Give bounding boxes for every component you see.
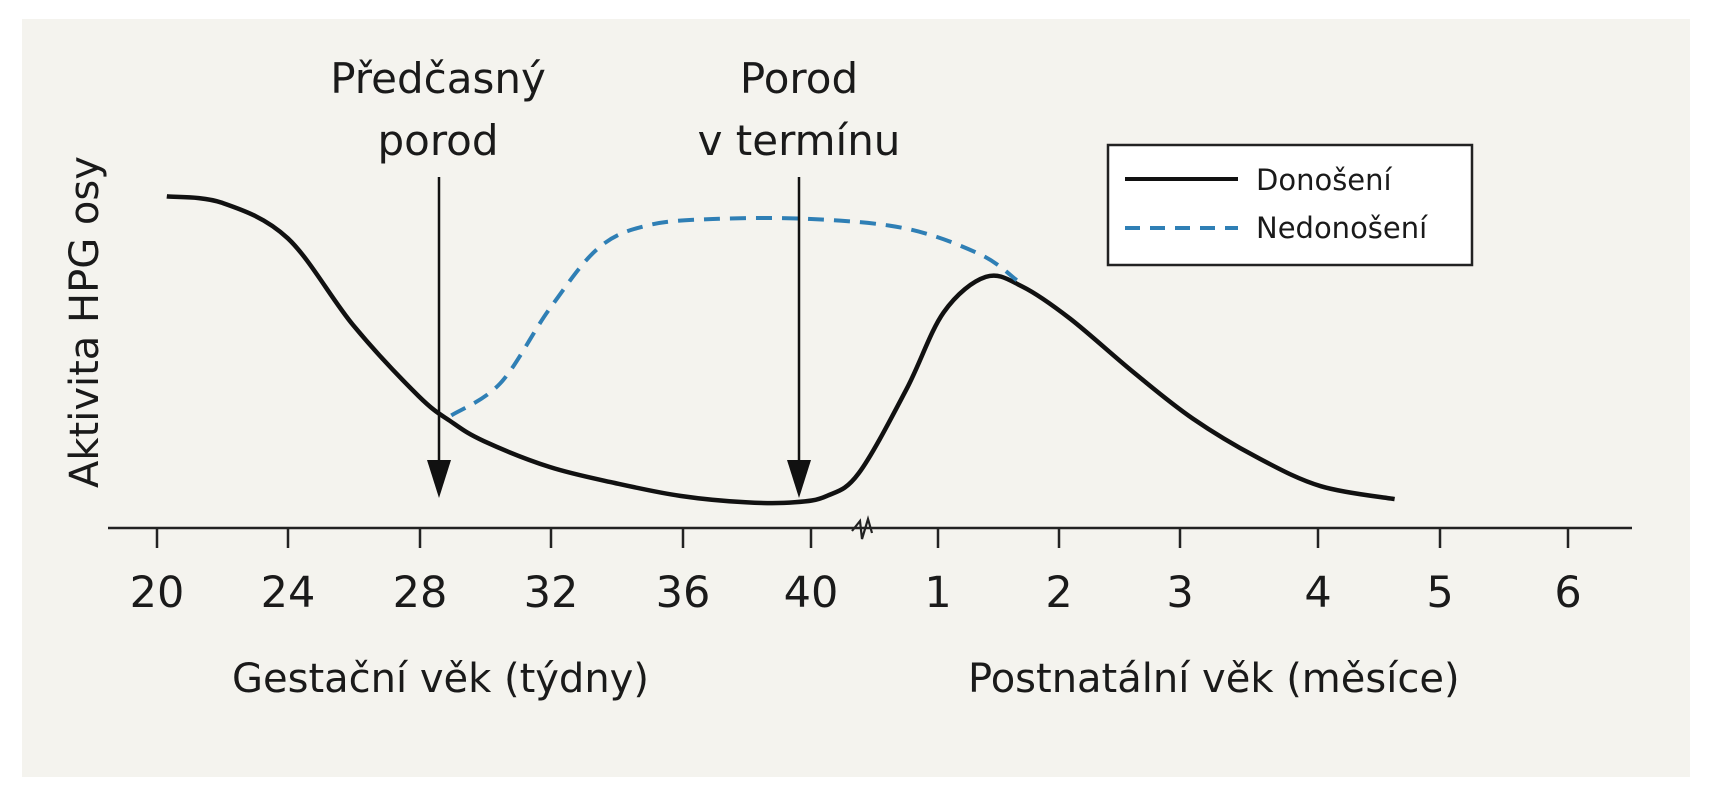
annotation-term-line-2: v termínu bbox=[698, 116, 901, 165]
x-tick-label: 4 bbox=[1304, 568, 1331, 618]
y-axis-title: Aktivita HPG osy bbox=[62, 156, 108, 488]
x-axis-break bbox=[848, 515, 880, 540]
x-axis-ticks: 20 24 28 32 36 40 1 2 3 4 5 6 bbox=[130, 528, 1582, 618]
x-axis-title-gestational: Gestační věk (týdny) bbox=[232, 656, 649, 702]
x-tick-label: 32 bbox=[524, 568, 579, 618]
x-tick-label: 5 bbox=[1426, 568, 1453, 618]
annotation-preterm-line-1: Předčasný bbox=[330, 54, 546, 103]
x-tick-label: 36 bbox=[656, 568, 711, 618]
legend-label-donoseni: Donošení bbox=[1256, 163, 1393, 197]
x-tick-label: 1 bbox=[924, 568, 951, 618]
annotation-term: Porod v termínu bbox=[698, 54, 901, 498]
x-tick-label: 2 bbox=[1045, 568, 1072, 618]
series-line-nedonoseni bbox=[450, 215, 1019, 418]
chart-curves bbox=[166, 194, 1395, 506]
x-axis-title-postnatal: Postnatální věk (měsíce) bbox=[968, 656, 1460, 702]
legend: Donošení Nedonošení bbox=[1106, 143, 1474, 267]
x-tick-label: 24 bbox=[261, 568, 316, 618]
x-tick-label: 40 bbox=[784, 568, 839, 618]
x-tick-label: 28 bbox=[393, 568, 448, 618]
x-tick-label: 6 bbox=[1554, 568, 1581, 618]
x-tick-label: 20 bbox=[130, 568, 185, 618]
annotation-preterm: Předčasný porod bbox=[330, 54, 546, 498]
annotation-term-line-1: Porod bbox=[740, 54, 858, 103]
annotation-preterm-line-2: porod bbox=[377, 116, 498, 165]
annotation-term-arrow-head bbox=[787, 460, 811, 498]
x-tick-label: 3 bbox=[1166, 568, 1193, 618]
annotation-preterm-arrow-head bbox=[427, 460, 451, 498]
legend-box bbox=[1106, 143, 1474, 267]
series-line-donoseni bbox=[166, 194, 1395, 506]
legend-label-nedonoseni: Nedonošení bbox=[1256, 211, 1428, 245]
